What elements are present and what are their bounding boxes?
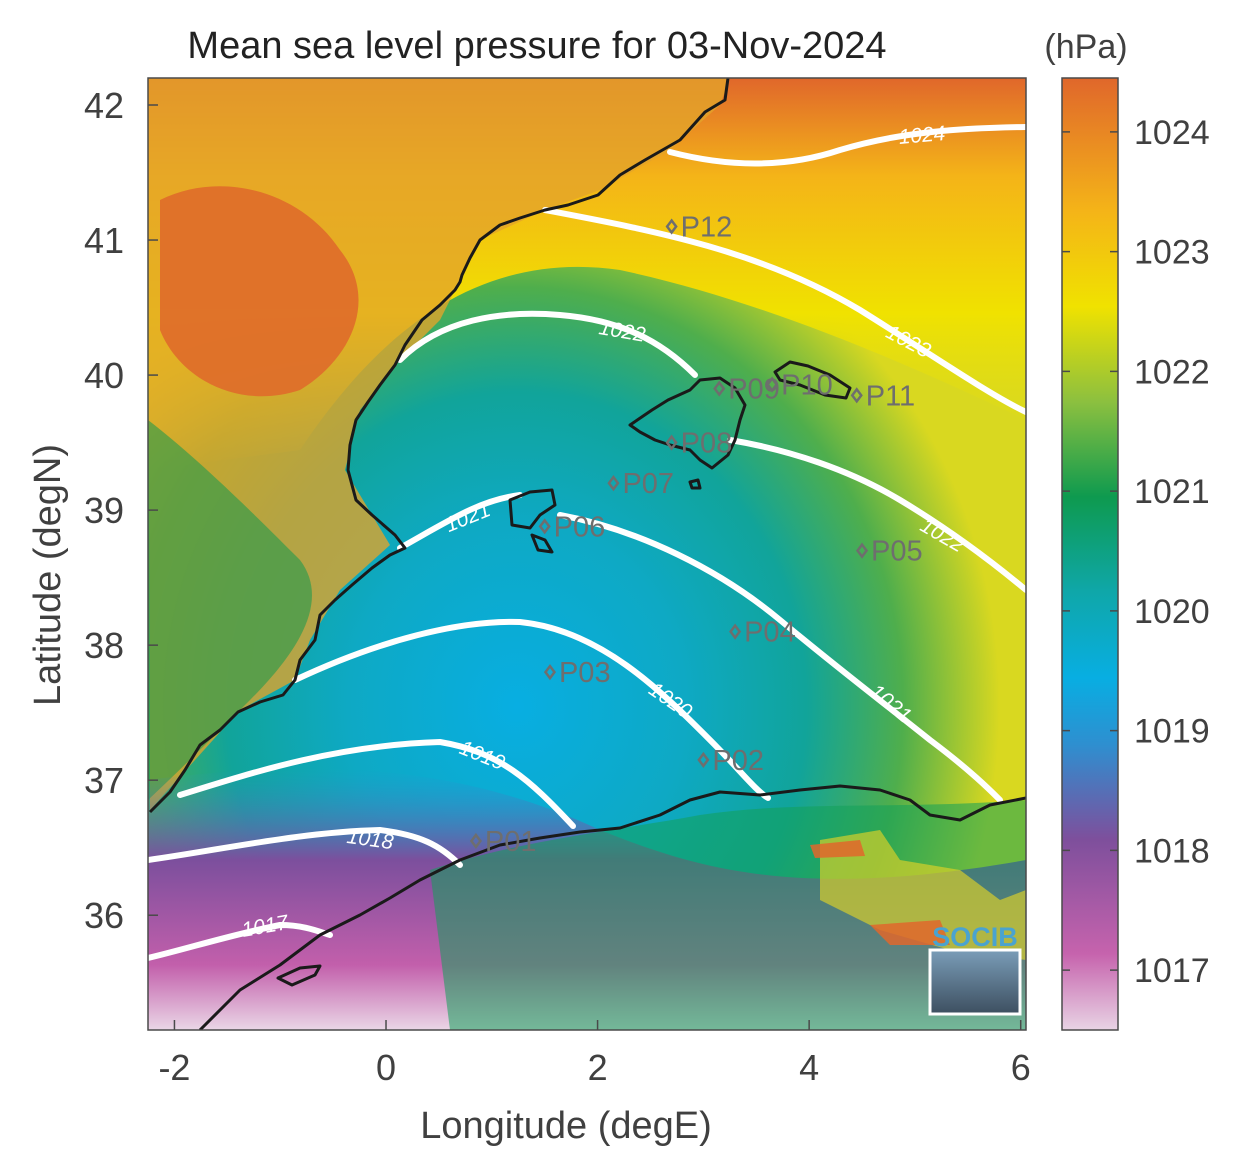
x-axis-ticks: -2 0 2 4 6: [158, 1020, 1031, 1088]
station-label: P12: [681, 212, 733, 244]
plot-frame: [147, 77, 1027, 1031]
contour-line-1022-b: [727, 437, 1026, 593]
x-tick-label: 4: [799, 1047, 819, 1088]
station-p11[interactable]: P11: [850, 380, 915, 412]
station-label: P02: [712, 745, 764, 777]
colorbar-units: (hPa): [1044, 28, 1127, 66]
colorbar-tick-label: 1018: [1134, 832, 1210, 870]
contour-lines: [148, 124, 1026, 961]
station-label: P08: [681, 428, 733, 460]
station-marker-icon: [665, 434, 678, 451]
y-tick-label: 37: [84, 760, 124, 801]
y-axis-ticks: 42 41 40 39 38 37 36: [84, 85, 158, 936]
colorbar-tick-label: 1023: [1134, 234, 1210, 272]
station-marker-icon: [607, 475, 620, 492]
coastline-iberia: [148, 78, 730, 814]
station-marker-icon: [729, 623, 742, 640]
x-tick-label: -2: [158, 1047, 190, 1088]
station-label: P04: [744, 617, 796, 649]
station-label: P10: [781, 370, 833, 402]
y-tick-label: 38: [84, 625, 124, 666]
land-atlas-terrain: [820, 830, 1026, 960]
socib-logo-text: SOCIB: [932, 922, 1018, 952]
contour-line-1023: [542, 207, 1026, 415]
x-tick-label: 6: [1011, 1047, 1031, 1088]
station-label: P11: [866, 380, 915, 412]
station-label: P05: [871, 536, 923, 568]
y-tick-label: 41: [84, 220, 124, 261]
y-axis-label: Latitude (degN): [27, 444, 69, 706]
x-tick-label: 0: [376, 1047, 396, 1088]
colorbar-tick-label: 1022: [1134, 353, 1210, 391]
station-p12[interactable]: P12: [665, 212, 733, 244]
coastline-menorca: [773, 360, 852, 400]
colorbar-tick-label: 1020: [1134, 593, 1210, 631]
x-tick-label: 2: [588, 1047, 608, 1088]
y-tick-label: 39: [84, 490, 124, 531]
colorbar-tick-label: 1021: [1134, 473, 1210, 511]
contour-line-1021-b: [557, 512, 1003, 803]
colorbar-tick-label: 1024: [1134, 114, 1210, 152]
y-tick-label: 40: [84, 355, 124, 396]
station-p01[interactable]: P01: [469, 826, 537, 858]
coastline-cabrera: [688, 478, 702, 490]
station-marker-icon: [469, 832, 482, 850]
station-p03[interactable]: P03: [543, 657, 611, 689]
station-label: P01: [485, 826, 537, 858]
station-p08[interactable]: P08: [665, 428, 733, 460]
coastline-formentera: [530, 533, 554, 554]
colorbar-tick-label: 1017: [1134, 952, 1210, 990]
contour-line-1017: [148, 921, 333, 961]
station-label: P03: [559, 657, 611, 689]
colorbar-tick-label: 1019: [1134, 713, 1210, 751]
land-atlas-peaks: [810, 840, 950, 945]
station-marker-icon: [543, 664, 557, 681]
land-high-terrain: [160, 186, 359, 397]
y-tick-label: 36: [84, 895, 124, 936]
pressure-field: 1024 1023 1022 1022 1021 1021 1020 1019 …: [148, 78, 1026, 1030]
x-axis-label: Longitude (degE): [420, 1105, 712, 1147]
station-p06[interactable]: P06: [538, 511, 606, 543]
station-p07[interactable]: P07: [607, 468, 674, 500]
y-tick-label: 42: [84, 85, 124, 126]
colorbar-ticks: 1024 1023 1022 1021 1020 1019 1018 1017: [1062, 114, 1210, 990]
station-label: P07: [622, 468, 674, 500]
station-p05[interactable]: P05: [855, 536, 923, 568]
socib-logo-panel: [928, 948, 1022, 1016]
contour-line-1020: [292, 618, 771, 801]
land-iberia-south: [148, 420, 312, 800]
figure-title: Mean sea level pressure for 03-Nov-2024: [187, 25, 886, 67]
station-marker-icon: [665, 218, 678, 235]
contour-line-1019: [177, 738, 576, 829]
socib-logo: SOCIB: [928, 922, 1022, 1016]
station-marker-icon: [850, 387, 863, 404]
station-marker-icon: [713, 380, 726, 397]
coastline-ibiza: [508, 488, 557, 530]
station-marker-icon: [538, 518, 551, 535]
coastline-lagoon: [276, 964, 322, 987]
station-p10[interactable]: P10: [766, 370, 833, 402]
station-marker-icon: [766, 376, 779, 393]
contour-line-1018: [148, 826, 463, 868]
coastline-north-africa: [198, 784, 1026, 1030]
colorbar: [1061, 77, 1119, 1031]
station-p04[interactable]: P04: [729, 617, 796, 649]
station-marker-icon: [855, 542, 869, 559]
contour-line-1022-a: [397, 310, 698, 378]
station-label: P06: [554, 511, 606, 543]
contour-line-1024: [667, 124, 1026, 167]
station-marker-icon: [697, 751, 710, 769]
station-p02[interactable]: P02: [697, 745, 764, 777]
contour-line-1021-a: [397, 492, 523, 551]
contour-label-1024: 1024: [898, 122, 947, 149]
